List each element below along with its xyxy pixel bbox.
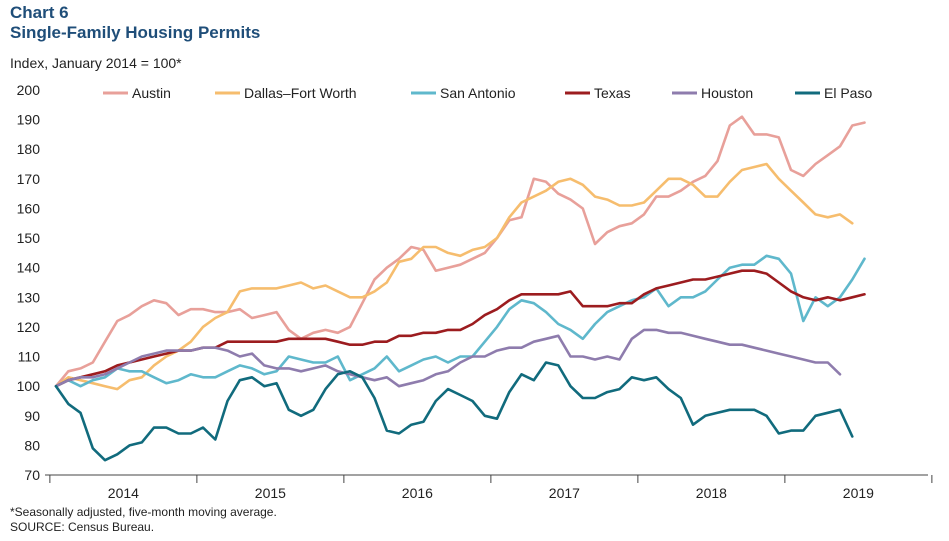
series-line-texas <box>54 269 866 388</box>
x-tick-label: 2017 <box>549 485 580 500</box>
series-line-el-paso <box>54 361 854 462</box>
x-axis: 2014 2015 2016 2017 2018 2019 <box>45 474 933 500</box>
x-tick-label: 2016 <box>402 485 433 500</box>
y-tick-label: 130 <box>17 289 41 305</box>
legend-label-texas: Texas <box>594 85 631 101</box>
y-tick-label: 100 <box>17 378 41 394</box>
y-tick-label: 150 <box>17 230 41 246</box>
y-tick-label: 80 <box>24 437 40 453</box>
legend-label-dallas-fort-worth: Dallas–Fort Worth <box>244 85 357 101</box>
y-tick-label: 200 <box>17 82 41 98</box>
footnote: *Seasonally adjusted, five-month moving … <box>10 505 277 535</box>
chart-title: Single-Family Housing Permits <box>10 23 261 42</box>
series-lines <box>54 115 866 462</box>
x-tick-label: 2018 <box>696 485 727 500</box>
y-tick-label: 160 <box>17 200 41 216</box>
y-tick-label: 110 <box>18 349 41 365</box>
legend-label-austin: Austin <box>132 85 171 101</box>
title-block: Chart 6 Single-Family Housing Permits <box>10 3 260 43</box>
y-tick-label: 140 <box>17 260 41 276</box>
y-axis-unit-label: Index, January 2014 = 100* <box>10 55 182 71</box>
y-tick-label: 180 <box>17 141 41 157</box>
y-tick-label: 90 <box>24 408 40 424</box>
chart-number: Chart 6 <box>10 3 69 22</box>
legend-label-houston: Houston <box>701 85 753 101</box>
y-tick-label: 170 <box>17 171 41 187</box>
legend-label-san-antonio: San Antonio <box>440 85 516 101</box>
y-tick-label: 190 <box>17 112 41 128</box>
legend: Austin Dallas–Fort Worth San Antonio Texas H… <box>103 85 872 101</box>
x-tick-label: 2019 <box>843 485 874 500</box>
x-tick-label: 2015 <box>255 485 286 500</box>
legend-label-el-paso: El Paso <box>824 85 872 101</box>
series-line-austin <box>54 115 866 388</box>
footnote-source: SOURCE: Census Bureau. <box>10 520 155 534</box>
x-tick-label: 2014 <box>108 485 139 500</box>
series-line-houston <box>54 328 842 388</box>
series-line-san-antonio <box>54 254 866 388</box>
footnote-note: *Seasonally adjusted, five-month moving … <box>10 505 277 519</box>
y-tick-label: 120 <box>17 319 41 335</box>
series-line-dallas-fort-worth <box>54 162 854 391</box>
y-tick-label: 70 <box>24 467 40 483</box>
line-chart: Austin Dallas–Fort Worth San Antonio Texas H… <box>17 82 933 500</box>
y-axis: 70 80 90 100 110 120 130 140 150 160 170 180 190 200 <box>17 82 41 483</box>
